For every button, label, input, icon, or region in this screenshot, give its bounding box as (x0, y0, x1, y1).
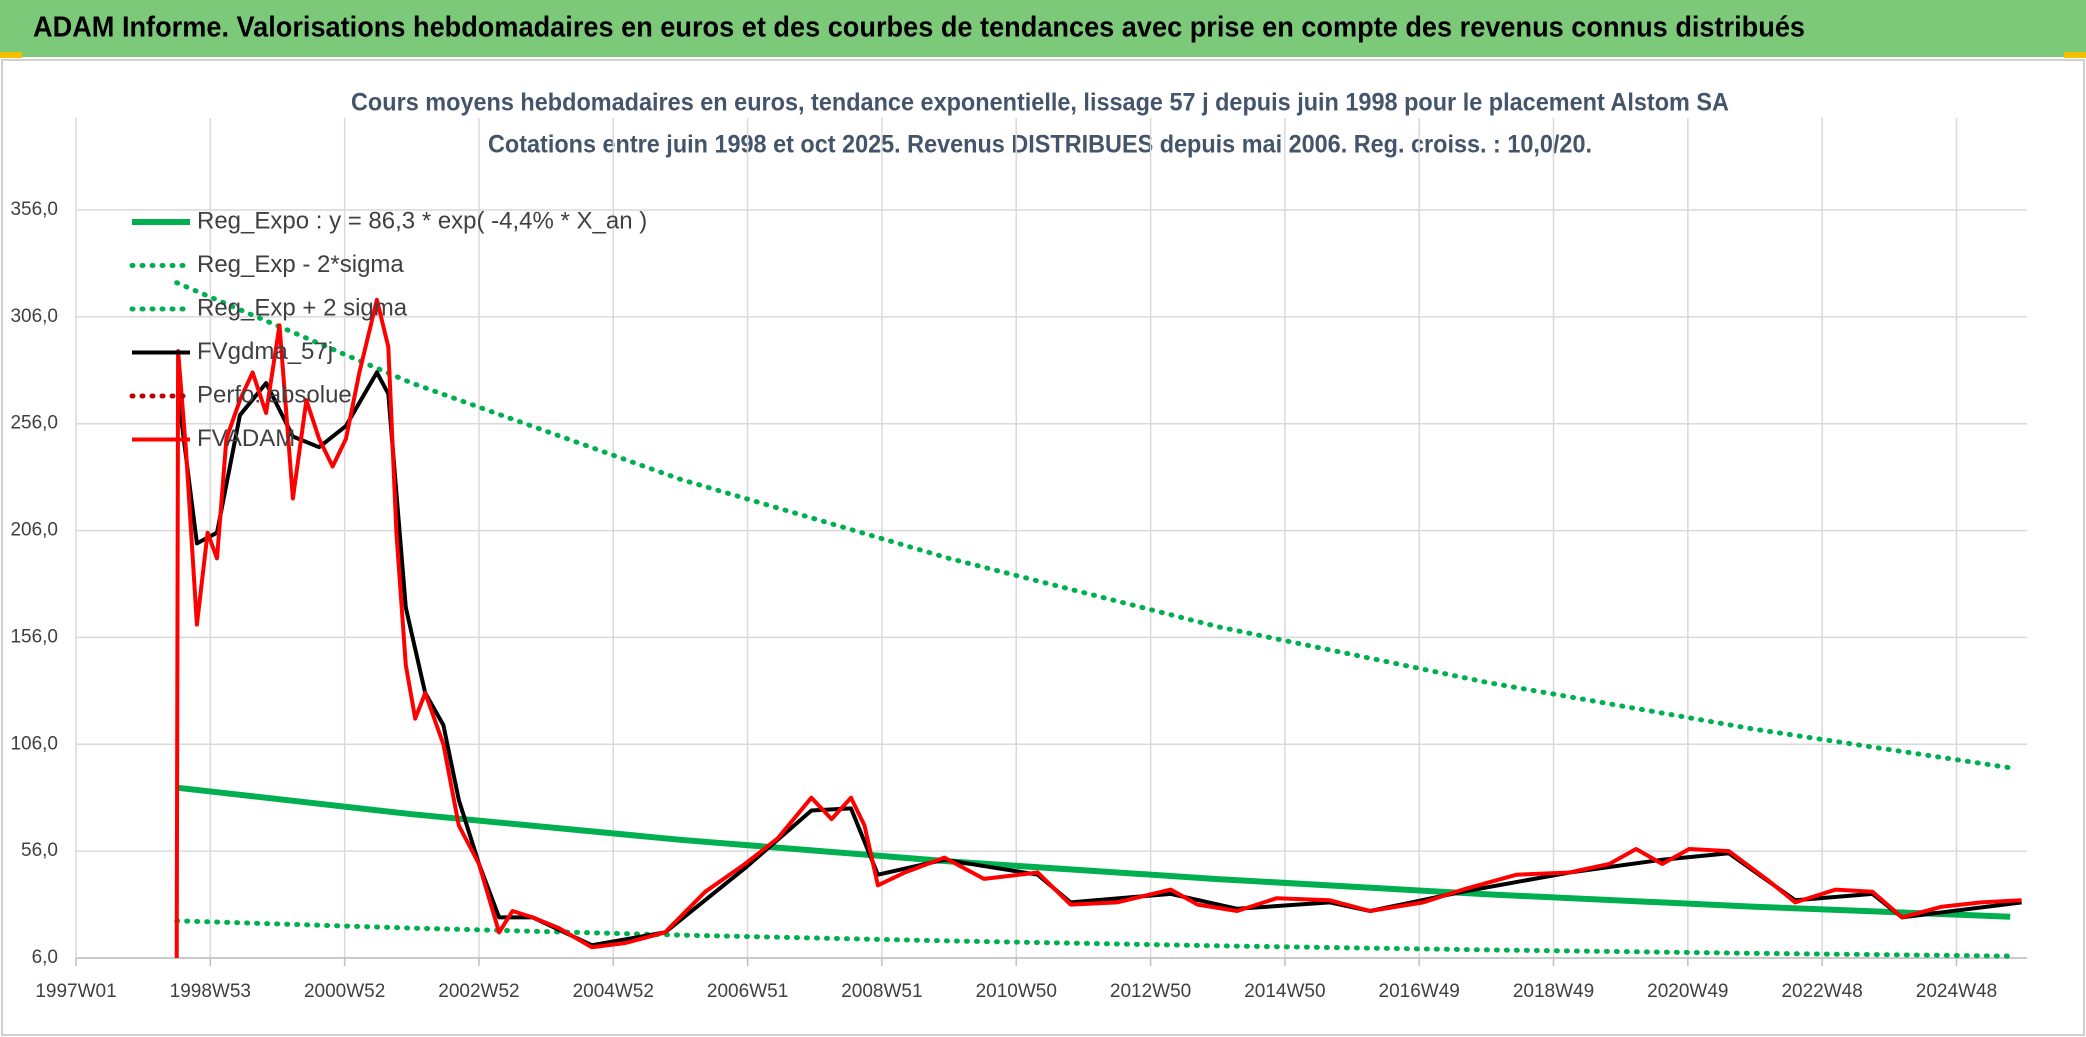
y-tick-label: 256,0 (10, 413, 58, 434)
legend-label: FVgdma_57j (197, 338, 333, 365)
series-line (174, 297, 2022, 959)
x-tick-label: 2014W50 (1244, 981, 1325, 1002)
x-tick-label: 2022W48 (1781, 981, 1862, 1002)
legend-label: Reg_Expo : y = 86,3 * exp( -4,4% * X_an … (197, 207, 647, 234)
header-bar (0, 0, 2086, 57)
x-tick-label: 2004W52 (573, 981, 654, 1002)
x-tick-label: 2018W49 (1513, 981, 1594, 1002)
x-tick-label: 2010W50 (976, 981, 1057, 1002)
plot (174, 280, 2022, 959)
x-tick-label: 1997W01 (35, 981, 116, 1002)
corner-mark (2064, 52, 2086, 58)
y-tick-label: 206,0 (10, 520, 58, 541)
x-tick-label: 2002W52 (438, 981, 519, 1002)
series-line (174, 918, 2013, 959)
y-tick-label: 6,0 (32, 947, 58, 968)
corner-mark (0, 52, 22, 58)
y-tick-label: 356,0 (10, 199, 58, 220)
x-tick-label: 2006W51 (707, 981, 788, 1002)
series-line (174, 280, 2013, 771)
x-tick-label: 2012W50 (1110, 981, 1191, 1002)
chart-area (1, 59, 2085, 1036)
y-tick-label: 156,0 (10, 626, 58, 647)
legend-label: FVADAM (197, 425, 295, 452)
x-tick-label: 2000W52 (304, 981, 385, 1002)
chart-title: Cours moyens hebdomadaires en euros, ten… (351, 89, 1729, 117)
header-title: ADAM Informe. Valorisations hebdomadaire… (33, 12, 1805, 44)
legend-label: Perfo. absolue (197, 381, 352, 408)
x-tick-label: 2020W49 (1647, 981, 1728, 1002)
y-tick-label: 306,0 (10, 306, 58, 327)
chart-subtitle: Cotations entre juin 1998 et oct 2025. R… (488, 131, 1592, 159)
x-tick-label: 2016W49 (1379, 981, 1460, 1002)
y-tick-label: 106,0 (10, 733, 58, 754)
x-tick-label: 2008W51 (841, 981, 922, 1002)
legend-label: Reg_Exp + 2 sigma (197, 294, 408, 321)
legend-label: Reg_Exp - 2*sigma (197, 251, 404, 278)
legend: Reg_Expo : y = 86,3 * exp( -4,4% * X_an … (129, 207, 647, 452)
x-tick-label: 1998W53 (170, 981, 251, 1002)
x-tick-label: 2024W48 (1916, 981, 1997, 1002)
y-tick-label: 56,0 (21, 840, 58, 861)
